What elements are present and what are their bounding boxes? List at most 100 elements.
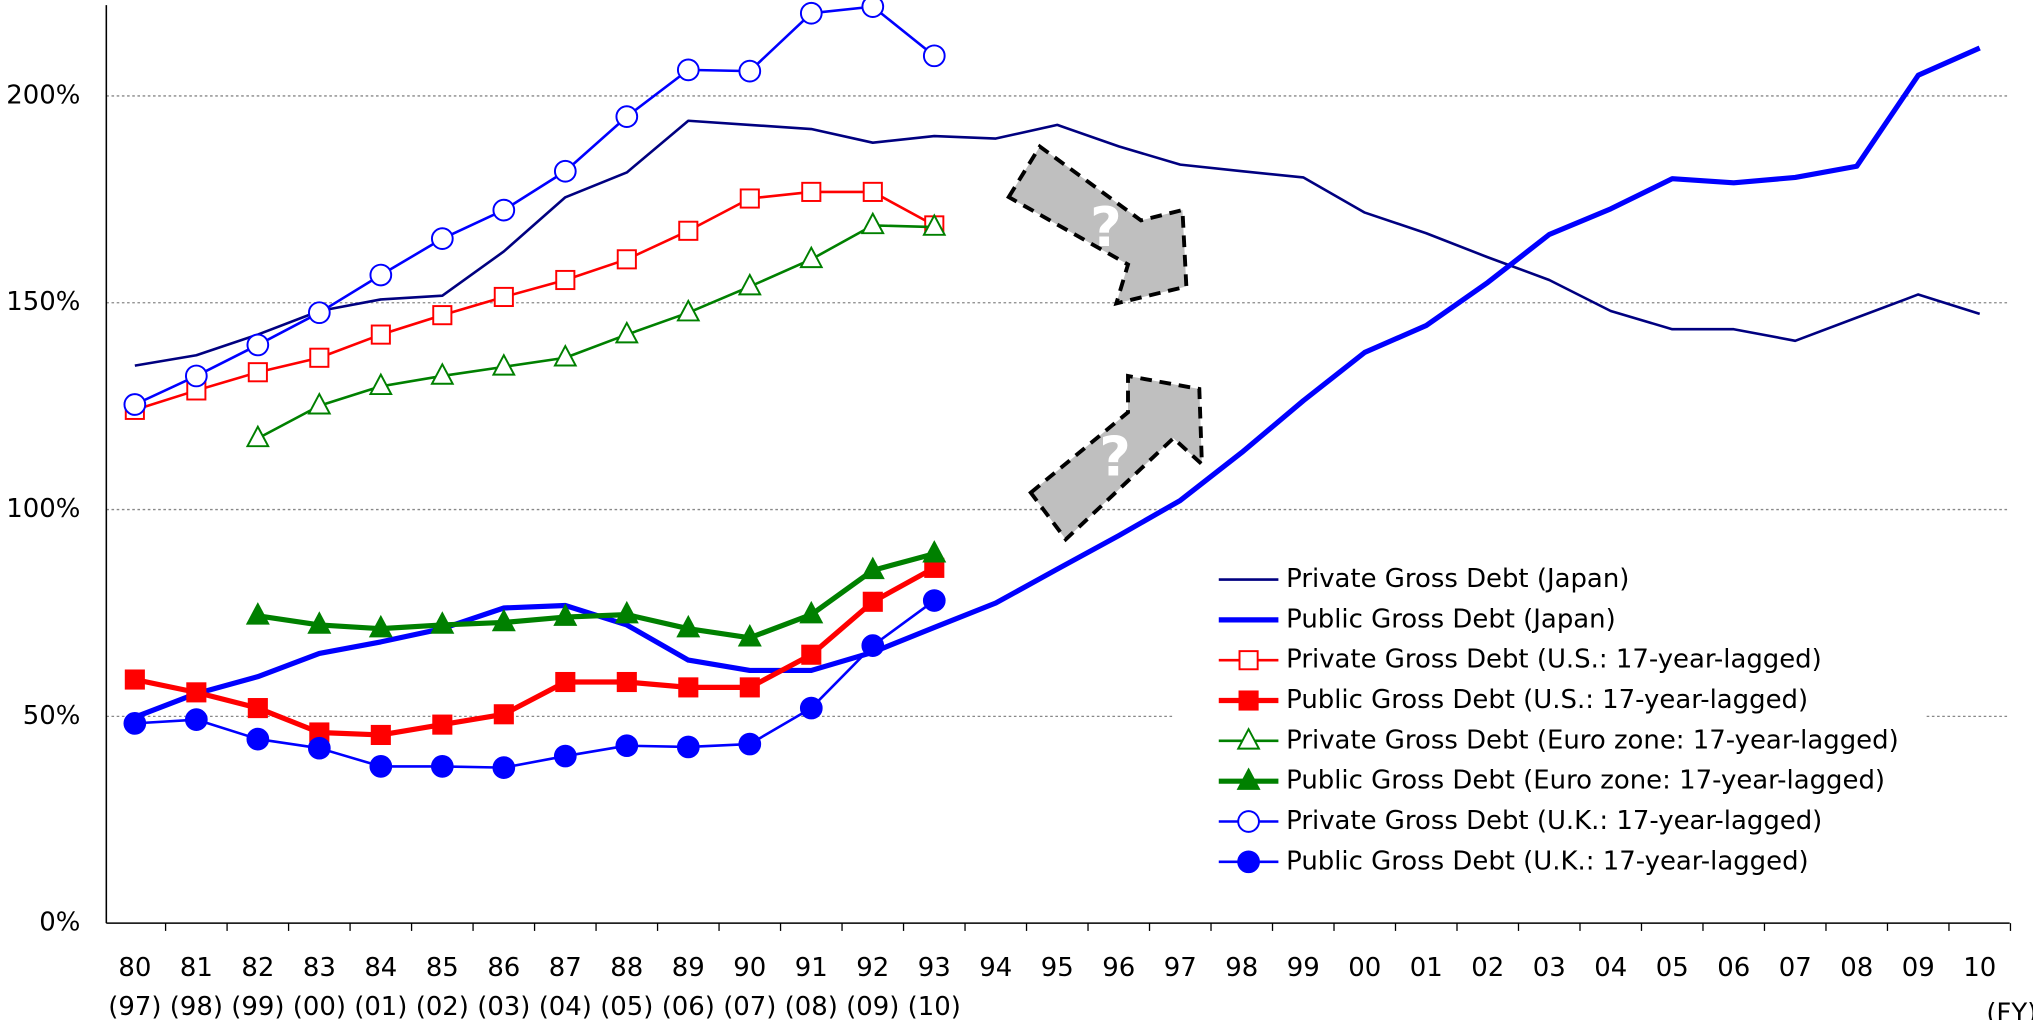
x-tick-label: 98 [1225, 953, 1258, 983]
x-tick-label: 01 [1410, 953, 1443, 983]
marker [368, 614, 393, 638]
marker [922, 213, 947, 236]
x-tick-label: 80 [118, 953, 151, 983]
legend-marker [1237, 850, 1260, 874]
y-tick-label: 200% [6, 80, 80, 110]
x-tick-label: 05 [1656, 953, 1689, 983]
marker [555, 671, 576, 693]
marker [615, 734, 639, 758]
legend-label: Public Gross Debt (Euro zone: 17-year-la… [1286, 766, 1885, 796]
marker [492, 756, 516, 779]
marker [614, 600, 639, 624]
x-tick-label: 06 [1717, 953, 1750, 983]
marker [307, 736, 331, 760]
marker [738, 732, 762, 756]
legend-marker [1236, 767, 1261, 790]
marker [739, 677, 760, 698]
marker [862, 181, 883, 202]
legend-background [1173, 557, 1926, 882]
marker [676, 58, 700, 82]
marker [860, 211, 885, 235]
x-tick-label: 93 [918, 953, 951, 983]
marker [861, 634, 885, 657]
x-tick-sublabel: (02) [416, 992, 469, 1020]
x-tick-label: 85 [426, 953, 459, 983]
marker [432, 305, 453, 326]
marker [861, 0, 885, 18]
marker [801, 181, 822, 202]
x-tick-label: 96 [1102, 953, 1135, 983]
arrow-decline [1006, 143, 1189, 307]
marker [430, 755, 454, 778]
marker [370, 724, 391, 746]
x-tick-label: 08 [1840, 953, 1873, 983]
x-tick-label: 94 [979, 953, 1012, 983]
series-layer [123, 0, 1981, 779]
x-tick-sublabel: (97) [108, 992, 161, 1020]
x-tick-sublabel: (08) [785, 992, 838, 1020]
x-tick-sublabel: (06) [662, 992, 715, 1020]
x-tick-label: 97 [1164, 953, 1197, 983]
marker [245, 602, 270, 625]
marker [862, 591, 883, 612]
x-tick-label: 88 [610, 953, 643, 983]
x-tick-sublabel: (10) [908, 992, 961, 1020]
legend-label: Private Gross Debt (U.K.: 17-year-lagged… [1286, 806, 1822, 836]
x-tick-label: 84 [364, 953, 397, 983]
marker [801, 644, 822, 665]
marker [493, 286, 514, 308]
x-tick-sublabel: (04) [539, 992, 592, 1020]
marker [614, 320, 639, 344]
marker [493, 704, 514, 725]
x-tick-label: 10 [1963, 953, 1996, 983]
series-line [134, 190, 935, 412]
marker [799, 600, 824, 624]
marker [247, 698, 268, 719]
x-tick-label: 81 [180, 953, 213, 983]
marker [124, 669, 145, 690]
x-tick-label: 86 [487, 953, 520, 983]
x-tick-sublabel: (00) [293, 992, 346, 1020]
legend-marker [1238, 690, 1259, 711]
marker [430, 362, 455, 385]
marker [184, 708, 208, 732]
x-tick-label: 00 [1348, 953, 1381, 983]
legend-marker [1236, 727, 1261, 750]
x-tick-sublabel: (03) [477, 992, 530, 1020]
legend-label: Private Gross Debt (Euro zone: 17-year-l… [1286, 725, 1899, 755]
x-tick-label: 99 [1287, 953, 1320, 983]
marker [922, 44, 946, 68]
x-tick-label: 87 [549, 953, 582, 983]
x-tick-label: 07 [1779, 953, 1812, 983]
series-line [134, 565, 936, 738]
marker [553, 344, 578, 367]
legend-marker [1237, 810, 1260, 833]
x-tick-label: 91 [795, 953, 828, 983]
x-tick-sublabel: (99) [231, 992, 284, 1020]
x-tick-label: 04 [1594, 953, 1627, 983]
marker [616, 249, 637, 270]
marker [676, 614, 701, 638]
marker [738, 59, 762, 83]
y-tick-label: 150% [6, 287, 80, 317]
marker [737, 272, 762, 296]
marker [370, 324, 391, 345]
marker [432, 714, 453, 735]
series-line [257, 551, 935, 641]
marker [309, 347, 330, 368]
marker [922, 540, 947, 563]
legend: Private Gross Debt (Japan) Public Gross D… [1218, 564, 1899, 876]
series-line [134, 119, 1981, 367]
marker [676, 298, 701, 322]
x-tick-sublabel: (09) [846, 992, 899, 1020]
marker [246, 333, 270, 357]
marker [369, 755, 393, 778]
x-tick-sublabel: (01) [354, 992, 407, 1020]
marker [123, 712, 147, 735]
marker [553, 159, 577, 183]
x-tick-label: 90 [733, 953, 766, 983]
marker [676, 735, 700, 759]
marker [799, 1, 823, 25]
annotation: ? [1090, 195, 1122, 259]
x-tick-label: 03 [1533, 953, 1566, 983]
